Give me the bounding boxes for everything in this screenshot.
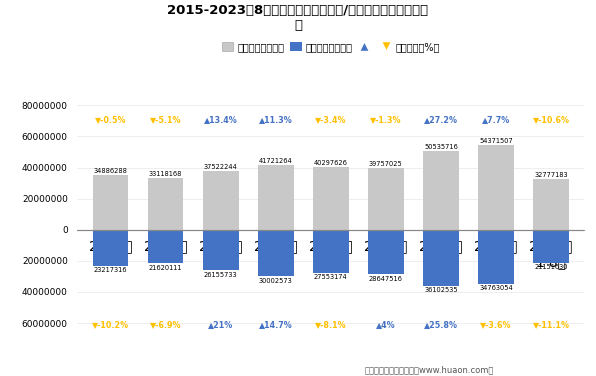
Text: ▲13.4%: ▲13.4% — [204, 115, 238, 124]
Legend: 出口额（万美元）, 进口额（万美元）, , 同比增长（%）: 出口额（万美元）, 进口额（万美元）, , 同比增长（%） — [218, 38, 443, 56]
Text: 21620111: 21620111 — [149, 265, 182, 271]
Text: ▼-3.4%: ▼-3.4% — [315, 115, 346, 124]
Bar — [313, 230, 349, 273]
Bar — [423, 230, 459, 286]
Text: ▼-11.1%: ▼-11.1% — [533, 320, 570, 329]
Text: ▲4%: ▲4% — [376, 320, 396, 329]
Text: 21151630: 21151630 — [534, 264, 568, 270]
Text: 40297626: 40297626 — [314, 160, 347, 166]
Text: ▼-6.9%: ▼-6.9% — [150, 320, 181, 329]
Bar — [313, 167, 349, 230]
Bar — [423, 151, 459, 230]
Text: 34886288: 34886288 — [94, 168, 128, 174]
Text: ▲7.7%: ▲7.7% — [482, 115, 510, 124]
Text: 制图：华经产业研究院（www.huaon.com）: 制图：华经产业研究院（www.huaon.com） — [364, 365, 494, 374]
Text: 26155733: 26155733 — [204, 272, 237, 278]
Text: 33118168: 33118168 — [149, 171, 182, 177]
Text: ▼-5.1%: ▼-5.1% — [150, 115, 181, 124]
Bar — [368, 230, 403, 274]
Bar — [148, 178, 184, 230]
Bar — [203, 230, 238, 270]
Text: ▲21%: ▲21% — [208, 320, 233, 329]
Text: ▼-10.2%: ▼-10.2% — [92, 320, 129, 329]
Bar — [258, 165, 294, 230]
Bar — [478, 230, 514, 284]
Text: ▼-8.1%: ▼-8.1% — [315, 320, 347, 329]
Text: ▲27.2%: ▲27.2% — [424, 115, 458, 124]
Text: ▲11.3%: ▲11.3% — [259, 115, 293, 124]
Bar — [368, 168, 403, 230]
Text: 27553174: 27553174 — [314, 274, 347, 280]
Text: 54371507: 54371507 — [479, 138, 513, 144]
Text: 28647516: 28647516 — [369, 276, 403, 282]
Text: 39757025: 39757025 — [369, 161, 403, 167]
Text: ▼-10.6%: ▼-10.6% — [533, 115, 570, 124]
Bar — [203, 171, 238, 230]
Text: 23217316: 23217316 — [94, 267, 128, 273]
Text: 32777183: 32777183 — [534, 171, 568, 177]
Text: 50535716: 50535716 — [424, 144, 458, 150]
Bar — [533, 179, 569, 230]
Text: 2015-2023年8月江苏省（境内目的地/货源地）进、出口额统
计: 2015-2023年8月江苏省（境内目的地/货源地）进、出口额统 计 — [167, 4, 429, 32]
Text: 30002573: 30002573 — [259, 277, 293, 284]
Text: ▼-0.5%: ▼-0.5% — [95, 115, 126, 124]
Bar — [92, 230, 128, 266]
Bar — [148, 230, 184, 263]
Text: 41721264: 41721264 — [259, 158, 293, 164]
Bar — [533, 230, 569, 263]
Text: ▲14.7%: ▲14.7% — [259, 320, 293, 329]
Text: ▼-3.6%: ▼-3.6% — [480, 320, 512, 329]
Text: 37522244: 37522244 — [204, 164, 238, 170]
Bar — [478, 145, 514, 230]
Text: 36102535: 36102535 — [424, 287, 458, 293]
Bar — [92, 176, 128, 230]
Bar — [258, 230, 294, 276]
Text: ▲25.8%: ▲25.8% — [424, 320, 458, 329]
Text: 34763054: 34763054 — [479, 285, 513, 291]
Text: ▼-1.3%: ▼-1.3% — [370, 115, 402, 124]
